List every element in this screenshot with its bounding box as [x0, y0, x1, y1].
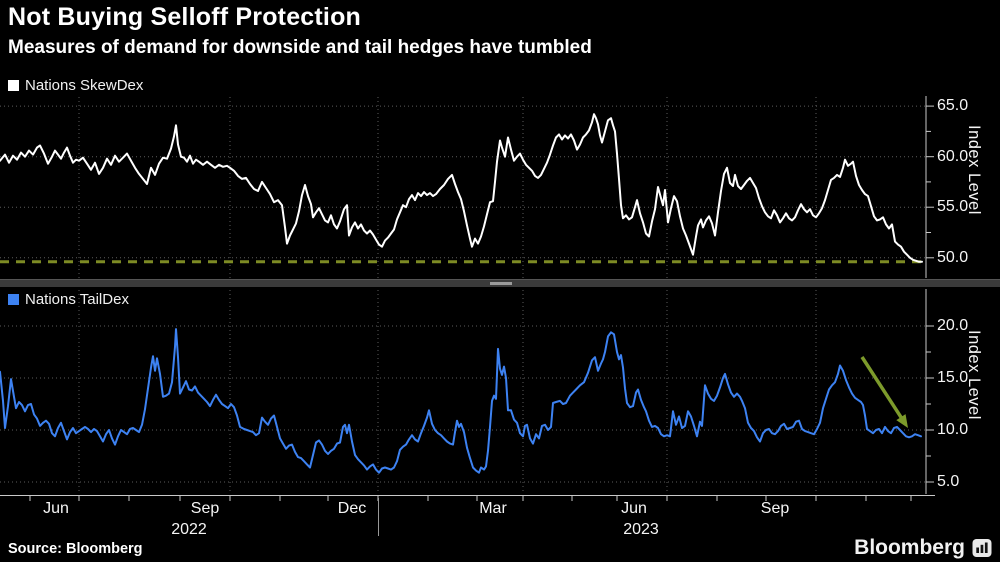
x-tick-label-month: Sep [190, 500, 220, 517]
y-tick-label: 15.0 [937, 369, 969, 387]
year-separator-line [378, 498, 379, 536]
y-tick-label: 65.0 [937, 97, 969, 115]
panel-divider-handle [490, 282, 512, 285]
x-tick-label-month: Dec [337, 500, 367, 517]
y-tick-label: 55.0 [937, 198, 969, 216]
y-tick-label: 10.0 [937, 421, 969, 439]
panel-divider [0, 279, 1000, 287]
y-tick-label: 20.0 [937, 317, 969, 335]
bloomberg-wordmark: Bloomberg [854, 536, 965, 559]
x-tick-label-month: Mar [479, 500, 507, 517]
y-tick-label: 5.0 [937, 473, 960, 491]
taildex-legend-label: Nations TailDex [25, 291, 129, 308]
legend-skewdex: Nations SkewDex [8, 77, 143, 94]
y-tick-label: 60.0 [937, 147, 969, 165]
taildex-legend-swatch [8, 294, 19, 305]
y-tick-label: 50.0 [937, 248, 969, 266]
skewdex-plot [0, 96, 934, 278]
x-tick-label-year: 2023 [623, 521, 659, 538]
x-tick-label-month: Jun [621, 500, 647, 517]
x-tick-label-year: 2022 [171, 521, 207, 538]
taildex-series-line [0, 328, 922, 474]
x-tick-label-month: Sep [760, 500, 790, 517]
bloomberg-brand: Bloomberg [854, 536, 992, 560]
taildex-axis-title: Index Level [965, 329, 983, 420]
trend-arrow-head [896, 414, 908, 428]
bloomberg-logo-icon [972, 539, 992, 557]
x-tick-label-month: Jun [43, 500, 69, 517]
legend-taildex: Nations TailDex [8, 291, 129, 308]
taildex-plot [0, 289, 934, 494]
source-credit: Source: Bloomberg [8, 541, 143, 557]
x-axis [0, 495, 935, 501]
page-title: Not Buying Selloff Protection [8, 3, 362, 31]
trend-arrow-shaft [860, 356, 906, 423]
skewdex-legend-swatch [8, 80, 19, 91]
chart-subtitle: Measures of demand for downside and tail… [8, 37, 592, 58]
skewdex-series-line [0, 113, 923, 263]
skewdex-legend-label: Nations SkewDex [25, 77, 144, 94]
skewdex-axis-title: Index Level [965, 125, 983, 215]
